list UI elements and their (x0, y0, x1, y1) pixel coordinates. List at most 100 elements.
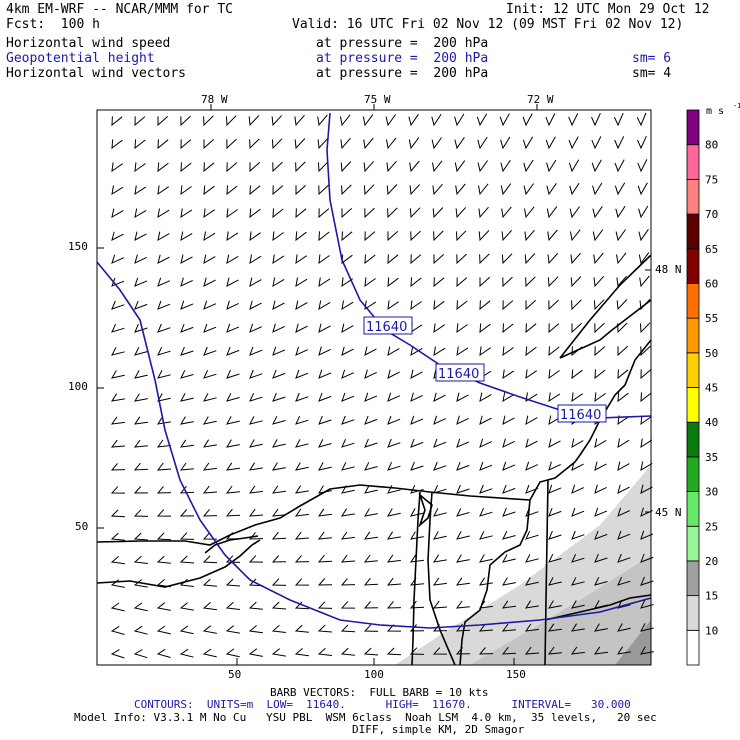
wind-barb (341, 485, 355, 494)
wind-barb (249, 138, 260, 150)
colorbar-units: m s (706, 106, 724, 117)
wind-barb (226, 277, 239, 287)
wind-barb (410, 392, 423, 402)
wind-barb (548, 299, 559, 311)
wind-barb (570, 252, 581, 265)
wind-barb (133, 555, 148, 564)
wind-barb (111, 162, 123, 173)
wind-barb (133, 649, 148, 659)
contour-label-box-2 (435, 363, 485, 382)
wind-barb (317, 531, 332, 540)
wind-barb (272, 300, 285, 310)
wind-barb (616, 299, 628, 311)
wind-barb (592, 182, 603, 196)
wind-barb (617, 507, 631, 517)
wind-barb (410, 438, 424, 448)
wind-barb (248, 508, 264, 517)
x-tick-150: 150 (506, 668, 526, 681)
wind-barb (502, 530, 516, 540)
lon-label-72w: 72 W (527, 93, 554, 106)
wind-barb (110, 486, 126, 494)
colorbar-label: 70 (705, 208, 718, 221)
wind-barb (548, 553, 562, 563)
wind-barb (294, 508, 309, 517)
wind-barb (410, 369, 423, 379)
wind-barb (111, 300, 125, 310)
wind-barb (271, 138, 283, 150)
wind-barb (340, 161, 352, 173)
wind-barb (455, 600, 470, 609)
wind-barb (364, 462, 378, 471)
wind-barb (616, 646, 631, 655)
wind-barb (111, 231, 124, 241)
wind-barb (479, 346, 491, 357)
wind-barb (617, 623, 631, 632)
wind-barb (386, 624, 402, 632)
wind-barb (640, 553, 654, 563)
wind-barb (594, 392, 606, 403)
wind-barb (639, 322, 651, 334)
wind-barb (479, 531, 493, 540)
wind-barb (571, 577, 585, 586)
wind-barb (477, 160, 489, 173)
wind-barb (479, 415, 492, 425)
colorbar-label: 30 (705, 486, 718, 499)
wind-barb (226, 231, 239, 242)
wind-barb (157, 393, 171, 402)
wind-barb (111, 116, 123, 127)
wind-barb (294, 485, 309, 494)
wind-barb (203, 277, 216, 287)
wind-barb (203, 416, 217, 425)
wind-barb (226, 439, 240, 448)
wind-barb (387, 461, 401, 471)
wind-barb (593, 275, 605, 288)
wind-barb (249, 231, 261, 242)
wind-barb (272, 323, 285, 333)
wind-barb (248, 578, 264, 587)
wind-barb (134, 277, 148, 287)
wind-barb (571, 507, 585, 517)
wind-barb (340, 137, 351, 150)
wind-barb (156, 439, 171, 448)
wind-barb (111, 254, 125, 264)
wind-barb (364, 485, 378, 494)
wind-barb (340, 531, 355, 540)
wind-barb (456, 323, 468, 334)
wind-barb (363, 601, 379, 609)
wind-barb (547, 252, 559, 265)
wind-barb (318, 184, 329, 196)
forecast-hour: Fcst: 100 h (6, 17, 100, 32)
wind-barb (203, 254, 216, 264)
wind-barb (433, 230, 444, 242)
plot-title: 4km EM-WRF -- NCAR/MMM for TC (6, 2, 233, 17)
colorbar-swatch (686, 560, 700, 597)
wind-barb (295, 208, 307, 219)
wind-barb (341, 392, 355, 402)
wind-barb (638, 229, 649, 242)
wind-barb (454, 113, 465, 127)
wind-barb (386, 601, 402, 609)
colorbar-swatch (686, 213, 700, 250)
wind-barb (410, 461, 424, 471)
wind-barb (340, 578, 356, 586)
wind-barb (502, 461, 516, 471)
wind-barb (364, 346, 377, 356)
wind-barb (249, 162, 261, 173)
wind-barb (410, 230, 421, 242)
wind-barb (134, 185, 147, 196)
wind-barb (272, 161, 283, 173)
wind-barb (341, 184, 352, 196)
lon-label-78w: 78 W (201, 93, 228, 106)
wind-barb (340, 554, 356, 563)
diffusion-info: DIFF, simple KM, 2D Smagor (352, 723, 525, 736)
wind-barb (133, 462, 149, 471)
wind-barb (502, 369, 515, 380)
wind-barb (180, 208, 193, 219)
wind-barb (271, 601, 287, 610)
colorbar-label: 60 (705, 277, 718, 290)
wind-barb (433, 323, 445, 334)
wind-barb (502, 554, 516, 563)
wind-barb (134, 231, 147, 241)
wind-barb (477, 136, 488, 150)
